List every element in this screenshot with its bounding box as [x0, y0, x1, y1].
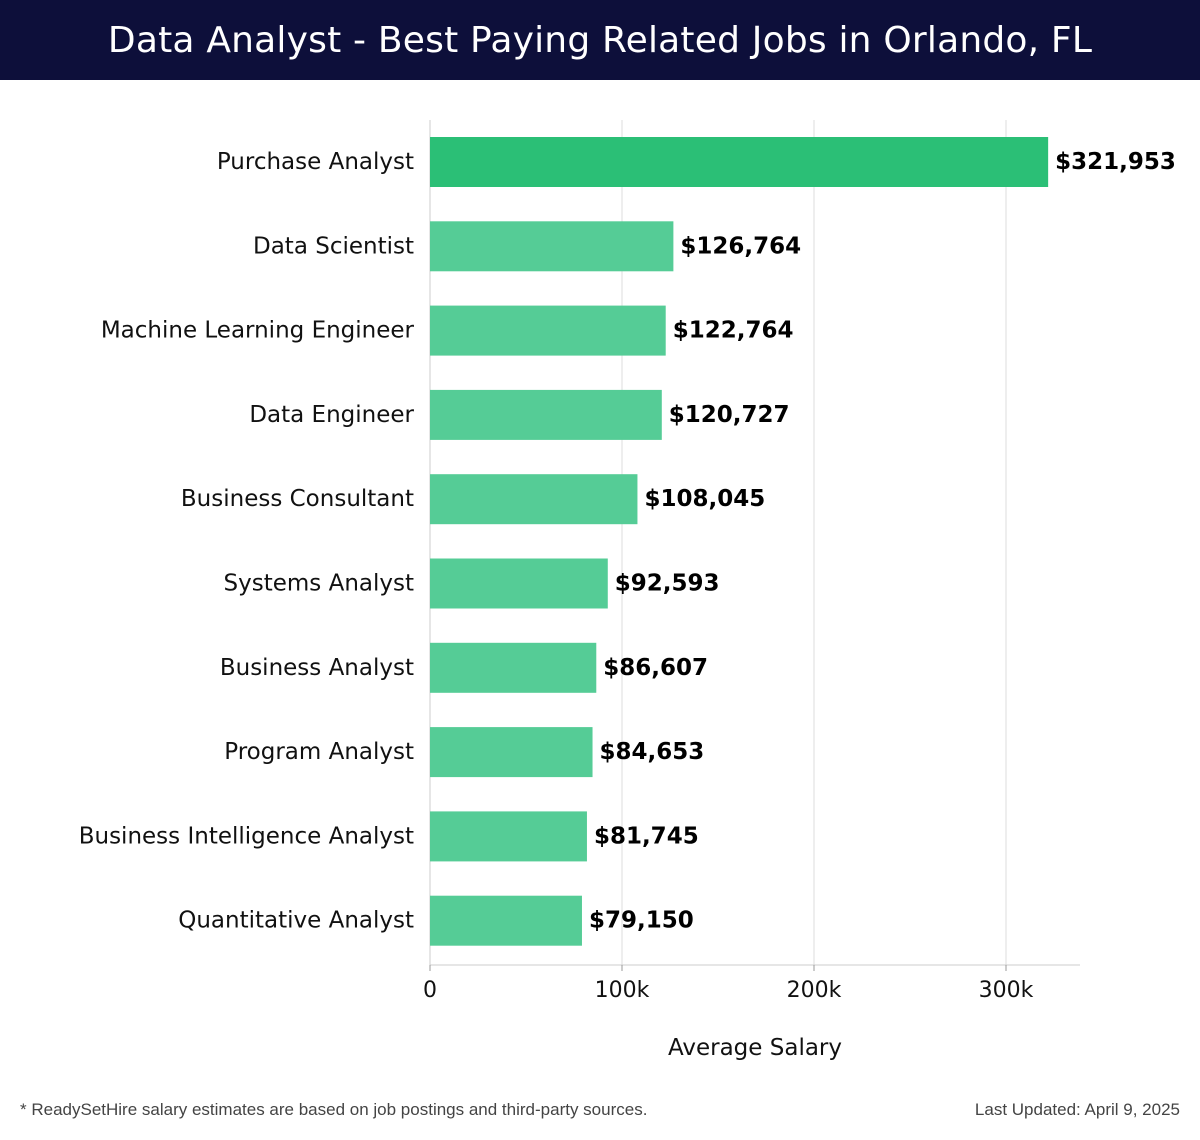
value-label: $86,607 [603, 655, 708, 681]
value-label: $321,953 [1055, 149, 1176, 175]
value-label: $122,764 [673, 318, 794, 344]
category-label: Machine Learning Engineer [101, 318, 415, 344]
bar [430, 811, 587, 862]
header-banner: Data Analyst - Best Paying Related Jobs … [0, 0, 1200, 80]
bar [430, 642, 597, 693]
x-tick-label: 0 [423, 978, 437, 1003]
category-label: Program Analyst [224, 739, 414, 765]
x-tick-label: 100k [595, 978, 650, 1003]
category-label: Business Analyst [220, 655, 414, 681]
category-label: Quantitative Analyst [178, 908, 414, 934]
bar [430, 305, 666, 356]
bar [430, 895, 582, 946]
footer-note: * ReadySetHire salary estimates are base… [20, 1100, 648, 1119]
x-axis-title: Average Salary [668, 1035, 842, 1061]
last-updated: Last Updated: April 9, 2025 [974, 1100, 1180, 1119]
category-label: Data Engineer [249, 402, 414, 428]
bar [430, 727, 593, 778]
category-label: Business Consultant [181, 486, 414, 512]
bar [430, 558, 608, 609]
bar [430, 137, 1049, 187]
category-label: Data Scientist [253, 233, 414, 259]
bar [430, 221, 674, 272]
bar [430, 389, 662, 440]
x-tick-label: 300k [979, 978, 1034, 1003]
bar [430, 474, 638, 525]
x-tick-label: 200k [787, 978, 842, 1003]
value-label: $79,150 [589, 908, 694, 934]
value-label: $120,727 [669, 402, 790, 428]
category-label: Systems Analyst [224, 571, 414, 597]
value-label: $81,745 [594, 823, 699, 849]
category-label: Business Intelligence Analyst [79, 823, 414, 849]
value-label: $126,764 [680, 233, 801, 259]
value-label: $84,653 [600, 739, 705, 765]
bar-chart: Purchase Analyst $321,953 Data Scientist $1… [79, 120, 1176, 1061]
value-label: $108,045 [644, 486, 765, 512]
value-label: $92,593 [615, 571, 720, 597]
chart-title: Data Analyst - Best Paying Related Jobs … [107, 19, 1093, 61]
category-label: Purchase Analyst [217, 149, 414, 175]
